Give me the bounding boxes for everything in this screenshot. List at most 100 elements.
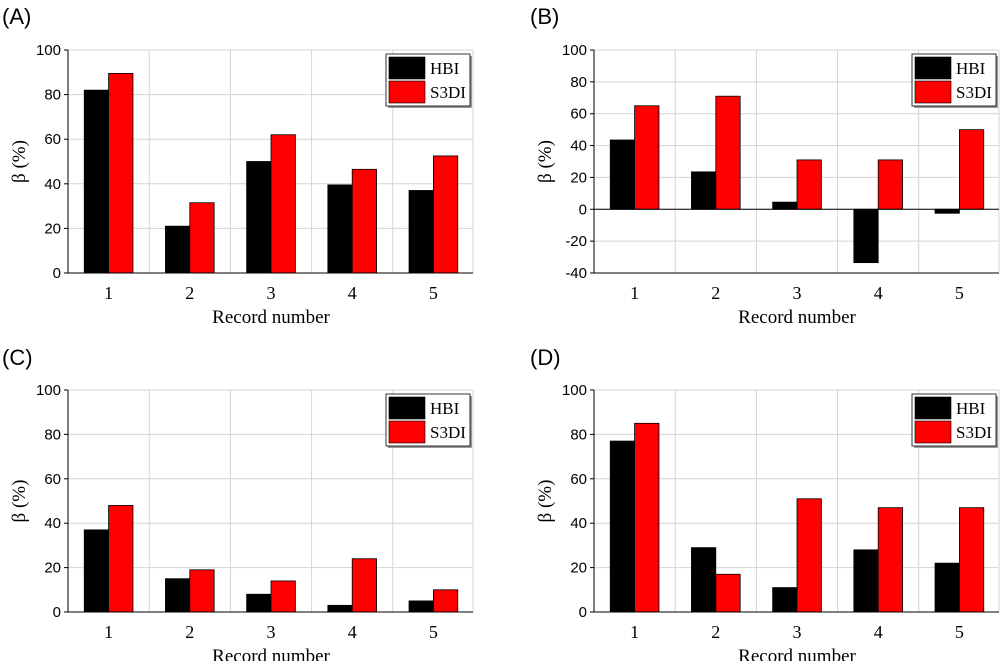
x-tick-label: 1 <box>630 622 639 642</box>
legend-swatch-s3di <box>388 80 426 104</box>
bar-s3di-record-3 <box>796 498 822 613</box>
legend-label-hbi: HBI <box>956 399 986 418</box>
x-tick-label: 3 <box>793 283 802 303</box>
y-axis-title: β (%) <box>535 140 556 183</box>
y-tick-label: 100 <box>562 382 587 399</box>
legend-label-hbi: HBI <box>956 59 986 78</box>
bar-s3di-record-4 <box>351 558 377 613</box>
bar-s3di-record-5 <box>959 507 985 613</box>
y-tick-label: 60 <box>44 131 61 148</box>
x-tick-label: 4 <box>348 622 357 642</box>
bar-s3di-record-3 <box>796 159 822 210</box>
bar-s3di-record-1 <box>108 73 134 274</box>
legend-swatch-hbi <box>388 396 426 420</box>
bar-hbi-record-5 <box>408 190 434 274</box>
x-axis-title: Record number <box>212 307 330 328</box>
x-tick-label: 1 <box>104 622 113 642</box>
x-tick-label: 5 <box>429 283 438 303</box>
x-tick-label: 4 <box>348 283 357 303</box>
y-tick-label: 60 <box>570 471 587 488</box>
chart-panel: (B) -40 -20 0 20 40 60 80 100 1 2 3 4 5 Record number β… <box>530 4 1000 328</box>
legend-swatch-hbi <box>914 396 952 420</box>
x-tick-label: 1 <box>104 283 113 303</box>
y-tick-label: 60 <box>570 106 587 123</box>
y-tick-label: 40 <box>44 176 61 193</box>
y-tick-label: 80 <box>44 426 61 443</box>
panel-letter: (D) <box>530 345 561 370</box>
x-axis-title: Record number <box>738 307 856 328</box>
y-axis-title: β (%) <box>9 480 30 523</box>
y-tick-label: 40 <box>44 515 61 532</box>
y-tick-label: -20 <box>565 233 587 250</box>
bar-s3di-record-4 <box>877 507 903 613</box>
bar-hbi-record-3 <box>772 587 798 613</box>
bar-s3di-record-5 <box>432 155 459 274</box>
bar-hbi-record-2 <box>691 547 717 613</box>
y-tick-label: 20 <box>570 169 587 186</box>
bar-s3di-record-1 <box>108 505 134 613</box>
bar-hbi-record-4 <box>853 549 879 613</box>
bar-s3di-record-5 <box>432 589 459 613</box>
bar-s3di-record-3 <box>270 580 296 613</box>
x-tick-label: 5 <box>955 283 964 303</box>
y-tick-label: 60 <box>44 471 61 488</box>
bar-s3di-record-1 <box>634 422 660 613</box>
legend-swatch-hbi <box>914 56 952 80</box>
legend-label-s3di: S3DI <box>430 423 466 442</box>
bar-hbi-record-1 <box>83 89 109 274</box>
panel-letter: (A) <box>2 4 31 29</box>
x-tick-label: 2 <box>185 283 194 303</box>
legend-swatch-s3di <box>914 420 952 444</box>
bar-hbi-record-3 <box>246 161 272 274</box>
y-tick-label: 20 <box>570 560 587 577</box>
y-tick-label: 20 <box>44 560 61 577</box>
legend-swatch-hbi <box>388 56 426 80</box>
x-tick-label: 2 <box>185 622 194 642</box>
bar-hbi-record-3 <box>772 201 798 210</box>
panel-letter: (B) <box>530 4 559 29</box>
y-tick-label: 0 <box>579 604 587 621</box>
bar-s3di-record-2 <box>189 569 215 613</box>
x-tick-label: 3 <box>793 622 802 642</box>
y-tick-label: 100 <box>36 382 61 399</box>
chart-panel: (C) 0 20 40 60 80 100 1 2 3 4 5 Record number β (%) HB… <box>2 345 474 661</box>
x-tick-label: 3 <box>267 622 276 642</box>
bar-hbi-record-2 <box>165 225 191 274</box>
legend-swatch-s3di <box>388 420 426 444</box>
bar-s3di-record-4 <box>877 159 903 210</box>
bar-s3di-record-1 <box>634 105 660 210</box>
bar-s3di-record-2 <box>715 95 741 210</box>
bar-hbi-record-3 <box>246 593 272 613</box>
x-tick-label: 5 <box>429 622 438 642</box>
bar-s3di-record-2 <box>715 573 741 613</box>
bar-hbi-record-4 <box>327 604 353 613</box>
y-tick-label: 80 <box>44 87 61 104</box>
bar-hbi-record-5 <box>934 562 960 613</box>
x-tick-label: 2 <box>711 283 720 303</box>
bar-hbi-record-4 <box>327 184 353 274</box>
bar-hbi-record-5 <box>934 208 960 214</box>
bar-s3di-record-3 <box>270 134 296 274</box>
legend-label-s3di: S3DI <box>956 423 992 442</box>
bar-s3di-record-2 <box>189 202 215 274</box>
bar-hbi-record-1 <box>609 440 635 613</box>
bar-s3di-record-4 <box>351 168 377 274</box>
y-axis-title: β (%) <box>9 140 30 183</box>
y-tick-label: 80 <box>570 426 587 443</box>
legend-label-s3di: S3DI <box>430 83 466 102</box>
y-tick-label: 80 <box>570 74 587 91</box>
bar-hbi-record-5 <box>408 600 434 613</box>
x-tick-label: 4 <box>874 283 883 303</box>
y-tick-label: 20 <box>44 220 61 237</box>
y-tick-label: 100 <box>36 42 61 59</box>
y-tick-label: 0 <box>53 265 61 282</box>
y-tick-label: 40 <box>570 515 587 532</box>
y-tick-label: -40 <box>565 265 587 282</box>
x-tick-label: 5 <box>955 622 964 642</box>
bar-hbi-record-2 <box>165 578 191 613</box>
x-tick-label: 1 <box>630 283 639 303</box>
x-tick-label: 2 <box>711 622 720 642</box>
bar-hbi-record-2 <box>691 171 717 210</box>
legend-label-s3di: S3DI <box>956 83 992 102</box>
